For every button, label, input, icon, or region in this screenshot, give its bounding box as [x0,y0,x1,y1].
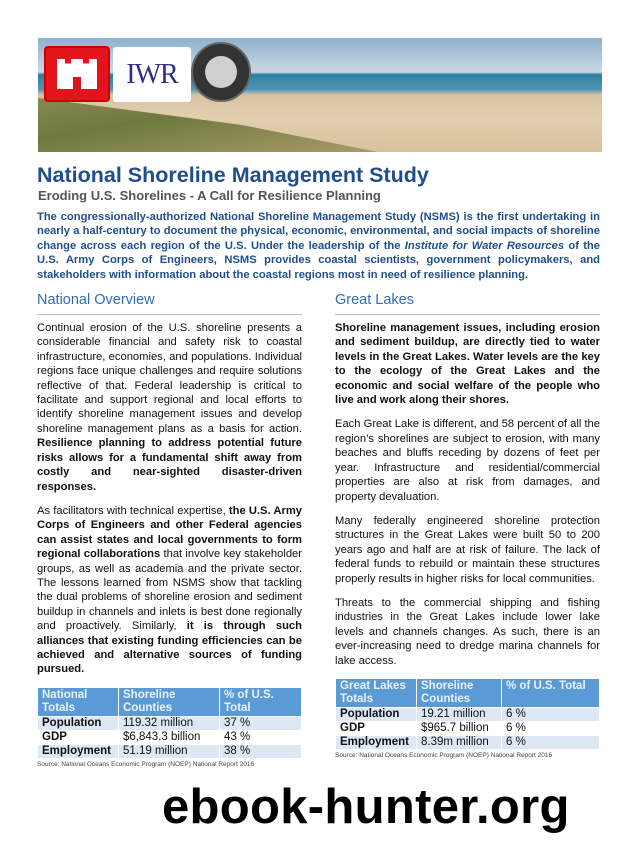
national-overview-section: National Overview Continual erosion of t… [37,291,302,769]
paragraph: Threats to the commercial shipping and f… [335,596,600,667]
paragraph: Shoreline management issues, including e… [335,321,600,407]
table-cell: 6 % [501,706,600,722]
national-totals-table: National Totals Shoreline Counties % of … [37,686,302,759]
iwr-logo: IWR [113,47,191,102]
table-cell: 43 % [219,729,302,745]
table-cell: GDP [37,729,119,745]
table-header: % of U.S. Total [501,677,600,708]
table-cell: GDP [335,720,417,736]
paragraph-bold: the U.S. Army Corps of Engineers and oth… [37,504,302,561]
table-cell: $6,843.3 billion [118,729,220,745]
paragraph: Continual erosion of the U.S. shoreline … [37,321,302,494]
paragraph-bold: Shoreline management issues, including e… [335,322,600,407]
nsms-seal-logo [191,42,251,102]
table-cell: Population [37,715,119,731]
table-cell: 19.21 million [416,706,502,722]
paragraph-bold: Resilience planning to address potential… [37,437,302,493]
table-cell: 119.32 million [118,715,220,731]
section-heading: National Overview [37,291,302,316]
table-header-row: National Totals Shoreline Counties % of … [37,686,302,717]
page-subtitle: Eroding U.S. Shorelines - A Call for Res… [38,188,381,203]
page-title: National Shoreline Management Study [37,163,429,187]
castle-icon [57,59,97,89]
table-row: Population 19.21 million 6 % [335,706,600,722]
table-cell: 6 % [501,734,600,750]
table-row: GDP $965.7 billion 6 % [335,720,600,736]
table-cell: 6 % [501,720,600,736]
paragraph-text: that involve key stakeholder groups, as … [37,548,302,633]
watermark-text: ebook-hunter.org [162,779,570,834]
table-header: Shoreline Counties [416,677,502,708]
two-column-body: National Overview Continual erosion of t… [37,291,600,769]
table-header: % of U.S. Total [219,686,302,717]
great-lakes-totals-table: Great Lakes Totals Shoreline Counties % … [335,677,600,750]
table-header: National Totals [37,686,119,717]
table-source-note: Source: National Oceans Economic Program… [335,751,553,759]
paragraph: Many federally engineered shoreline prot… [335,514,600,585]
section-heading: Great Lakes [335,291,600,316]
intro-text: The congressionally-authorized National … [37,211,600,252]
great-lakes-section: Great Lakes Shoreline management issues,… [335,291,600,760]
paragraph-text: As facilitators with technical expertise… [37,504,229,517]
table-cell: $965.7 billion [416,720,502,736]
table-row: Employment 8.39m million 6 % [335,734,600,750]
table-cell: Employment [37,743,119,759]
table-row: Employment 51.19 million 38 % [37,743,302,759]
table-row: GDP $6,843.3 billion 43 % [37,729,302,745]
intro-paragraph: The congressionally-authorized National … [37,210,600,282]
paragraph: Each Great Lake is different, and 58 per… [335,418,600,503]
table-cell: Employment [335,734,417,750]
table-row: Population 119.32 million 37 % [37,715,302,731]
header-banner-image: IWR [38,38,602,152]
intro-italic: Institute for Water Resources [404,239,565,252]
table-source-note: Source: National Oceans Economic Program… [37,760,255,768]
iwr-logo-text: IWR [126,58,178,90]
table-header-row: Great Lakes Totals Shoreline Counties % … [335,677,600,708]
table-cell: Population [335,706,417,722]
paragraph-bold: it is through such alliances that existi… [37,620,302,676]
table-header: Great Lakes Totals [335,677,417,708]
table-cell: 38 % [219,743,302,759]
intro-text: of the U.S. Army Corps of Engineers, NSM… [37,239,600,281]
table-cell: 51.19 million [118,743,220,759]
table-cell: 37 % [219,715,302,731]
table-cell: 8.39m million [416,734,502,750]
paragraph-text: Continual erosion of the U.S. shoreline … [37,322,302,435]
seal-icon [205,56,237,88]
paragraph: As facilitators with technical expertise… [37,504,302,677]
table-header: Shoreline Counties [118,686,220,717]
usace-castle-logo [44,46,110,102]
